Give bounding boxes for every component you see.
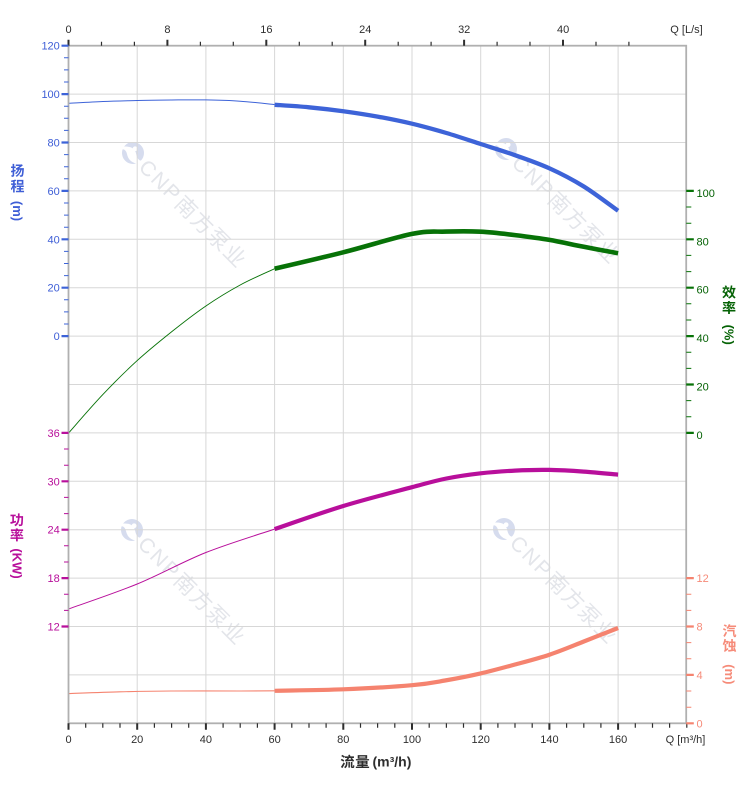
- svg-text:20: 20: [697, 382, 709, 394]
- svg-text:0: 0: [54, 331, 60, 343]
- svg-text:18: 18: [48, 573, 60, 585]
- svg-text:20: 20: [131, 734, 143, 746]
- svg-text:140: 140: [540, 734, 558, 746]
- svg-text:0: 0: [65, 24, 71, 36]
- svg-text:36: 36: [48, 428, 60, 440]
- svg-text:(%): (%): [722, 325, 737, 345]
- svg-text:100: 100: [697, 188, 715, 200]
- svg-text:40: 40: [557, 24, 569, 36]
- svg-text:(KW): (KW): [9, 548, 24, 578]
- svg-text:60: 60: [48, 186, 60, 198]
- svg-text:30: 30: [48, 476, 60, 488]
- svg-text:(m): (m): [722, 664, 737, 684]
- svg-text:8: 8: [164, 24, 170, 36]
- svg-text:100: 100: [41, 89, 59, 101]
- svg-text:0: 0: [697, 718, 703, 730]
- svg-text:(m): (m): [10, 201, 25, 221]
- svg-text:80: 80: [48, 138, 60, 150]
- svg-text:120: 120: [472, 734, 490, 746]
- svg-text:Q [m³/h]: Q [m³/h]: [666, 734, 706, 746]
- svg-text:16: 16: [260, 24, 272, 36]
- svg-text:Q [L/s]: Q [L/s]: [670, 24, 702, 36]
- svg-text:8: 8: [697, 622, 703, 634]
- svg-text:100: 100: [403, 734, 421, 746]
- svg-text:20: 20: [48, 283, 60, 295]
- svg-text:32: 32: [458, 24, 470, 36]
- svg-text:120: 120: [41, 41, 59, 53]
- svg-text:160: 160: [609, 734, 627, 746]
- svg-text:40: 40: [48, 234, 60, 246]
- svg-text:(m³/h): (m³/h): [373, 754, 412, 770]
- svg-text:0: 0: [65, 734, 71, 746]
- svg-text:40: 40: [200, 734, 212, 746]
- svg-text:80: 80: [337, 734, 349, 746]
- svg-text:0: 0: [697, 430, 703, 442]
- svg-text:60: 60: [697, 285, 709, 297]
- svg-text:24: 24: [48, 525, 60, 537]
- svg-text:40: 40: [697, 333, 709, 345]
- svg-text:24: 24: [359, 24, 371, 36]
- svg-text:60: 60: [268, 734, 280, 746]
- svg-text:12: 12: [697, 573, 709, 585]
- svg-text:80: 80: [697, 236, 709, 248]
- svg-text:12: 12: [48, 622, 60, 634]
- svg-text:4: 4: [697, 670, 703, 682]
